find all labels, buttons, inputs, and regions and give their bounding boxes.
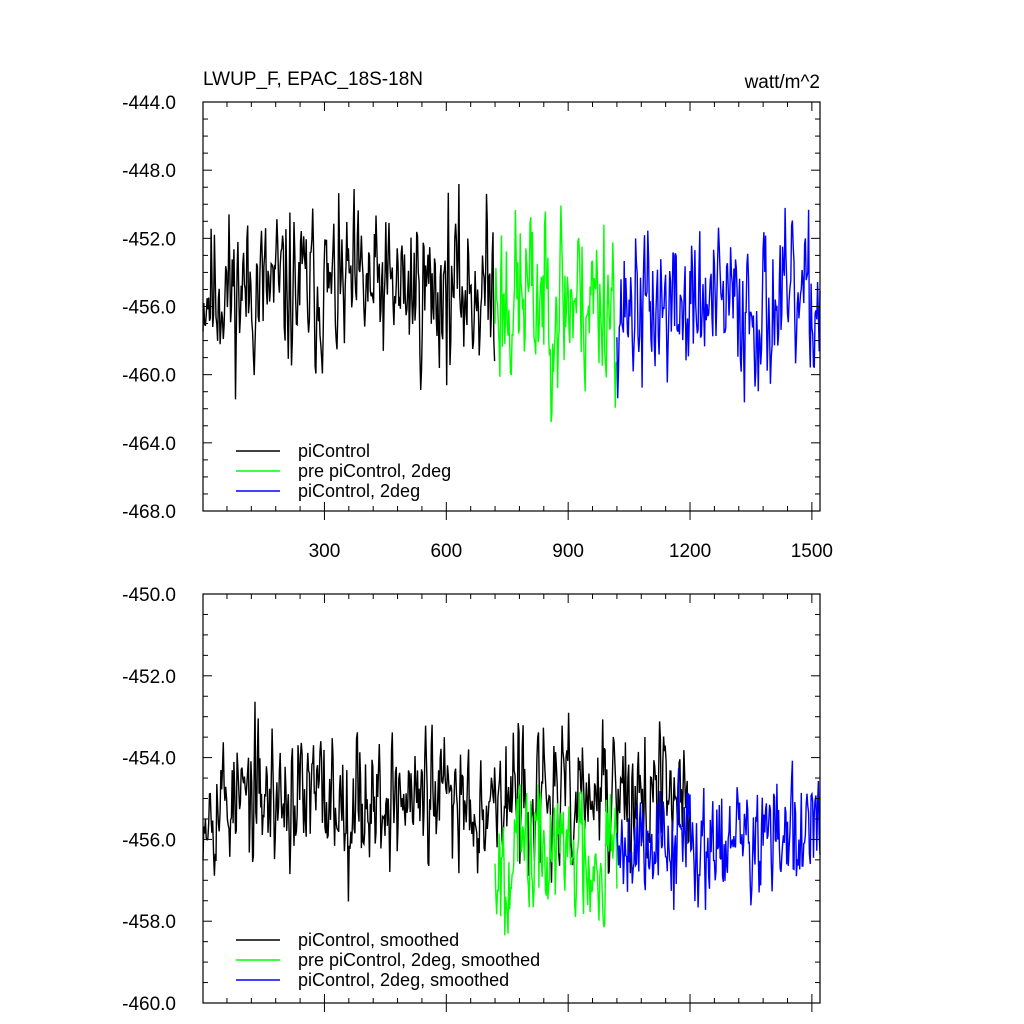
y-tick-label: -460.0: [122, 994, 176, 1015]
legend-label: piControl, smoothed: [298, 930, 459, 950]
y-tick-label: -464.0: [122, 434, 176, 455]
bottom-panel: -450.0 -452.0 -454.0 -456.0 -458.0 -460.0 piC…: [122, 585, 821, 1015]
x-tick-label: 600: [430, 541, 462, 562]
top-panel: LWUP_F, EPAC_18S-18N watt/m^2 -444.0 -448…: [122, 69, 833, 562]
series-line-2: [494, 205, 618, 423]
y-tick-label: -458.0: [122, 912, 176, 933]
series-line-3: [616, 760, 821, 910]
chart-title: LWUP_F, EPAC_18S-18N: [203, 69, 423, 90]
legend-label: piControl, 2deg, smoothed: [298, 970, 509, 990]
x-tick-label: 300: [309, 541, 341, 562]
x-tick-label: 1500: [791, 541, 833, 562]
top-series-layer: [202, 183, 821, 423]
x-tick-label: 1200: [669, 541, 711, 562]
y-tick-label: -444.0: [122, 93, 176, 114]
units-label: watt/m^2: [744, 72, 820, 93]
series-line-3: [616, 207, 821, 403]
x-tick-label: 900: [552, 541, 584, 562]
legend-label: piControl: [298, 441, 370, 461]
y-tick-label: -456.0: [122, 830, 176, 851]
y-tick-label: -454.0: [122, 749, 176, 770]
legend-label: piControl, 2deg: [298, 481, 420, 501]
y-tick-label: -452.0: [122, 229, 176, 250]
series-line-1: [202, 701, 691, 902]
series-line-2: [494, 784, 618, 936]
top-axes-layer: -444.0 -448.0 -452.0 -456.0 -460.0 -464.0 -468…: [122, 93, 833, 562]
bottom-series-layer: [202, 701, 821, 936]
series-line-1: [202, 183, 496, 400]
bottom-axes-layer: -450.0 -452.0 -454.0 -456.0 -458.0 -460.0: [122, 585, 821, 1015]
legend-label: pre piControl, 2deg, smoothed: [298, 950, 540, 970]
y-tick-label: -460.0: [122, 366, 176, 387]
y-tick-label: -450.0: [122, 585, 176, 606]
y-tick-label: -468.0: [122, 502, 176, 523]
y-tick-label: -456.0: [122, 298, 176, 319]
y-tick-label: -452.0: [122, 667, 176, 688]
legend-label: pre piControl, 2deg: [298, 461, 451, 481]
y-tick-label: -448.0: [122, 161, 176, 182]
